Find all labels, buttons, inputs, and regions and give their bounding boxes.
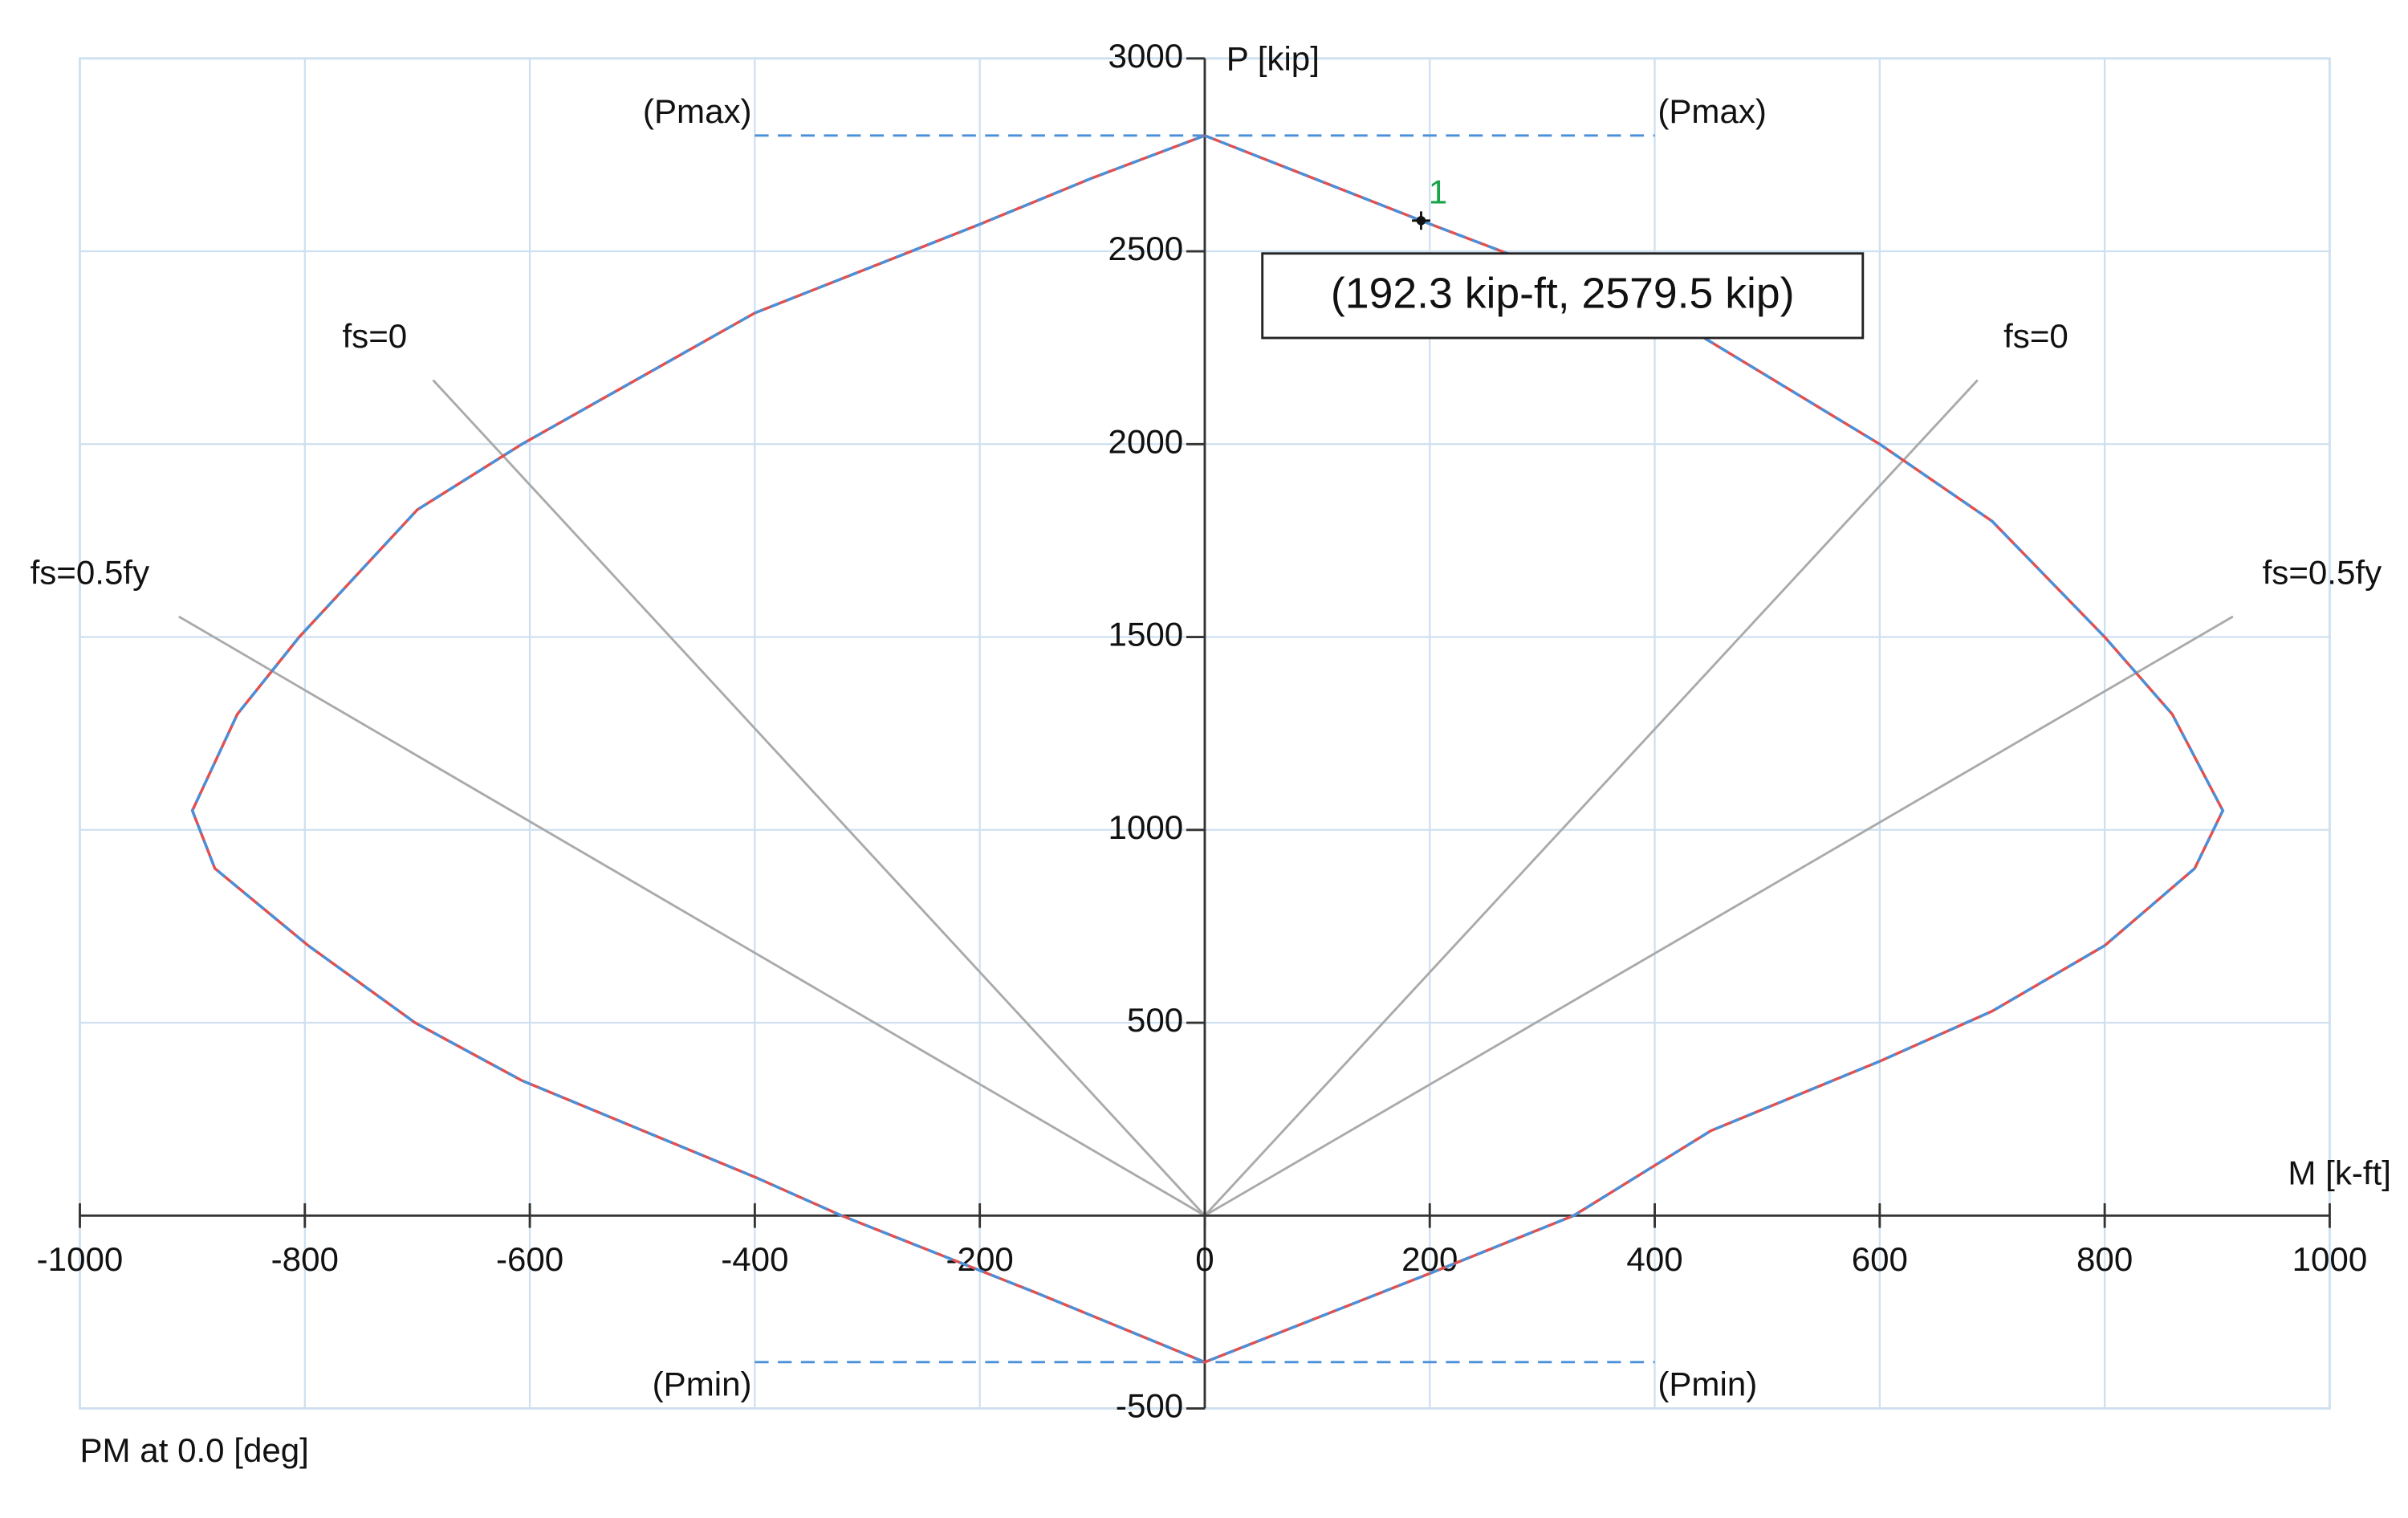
fs-label: fs=0 [342,317,407,355]
marker [1416,216,1426,226]
x-tick-label: 200 [1401,1240,1458,1278]
fs-label: fs=0.5fy [31,554,150,592]
x-tick-label: 400 [1626,1240,1682,1278]
fs-label: fs=0 [2003,317,2068,355]
y-tick-label: 1500 [1108,616,1184,653]
fs-line [1204,615,2234,1217]
reference-label: (Pmax) [643,92,752,130]
y-tick-label: -500 [1116,1387,1183,1425]
footer: PM at 0.0 [deg] [79,1431,308,1469]
fs-line [1203,379,1979,1217]
x-tick-label: 1000 [2292,1240,2368,1278]
capacity-curve [190,134,2225,1364]
x-tick-label: -600 [496,1240,563,1278]
x-axis-label: M [k-ft] [2288,1154,2391,1192]
x-tick-label: -200 [946,1240,1014,1278]
x-tick-label: -400 [721,1240,788,1278]
y-tick-label: 2500 [1108,230,1184,267]
fs-label: fs=0.5fy [2263,554,2382,592]
y-tick-label: 3000 [1108,37,1184,75]
x-tick-label: 0 [1195,1240,1214,1278]
x-tick-label: 600 [1852,1240,1908,1278]
x-tick-label: 800 [2076,1240,2133,1278]
capacity-curve-dash [190,134,2225,1364]
annotation-box [1261,252,1865,340]
y-tick-label: 1000 [1108,808,1184,846]
x-tick-label: -1000 [37,1240,124,1278]
marker-label: 1 [1429,173,1447,210]
y-tick-label: 2000 [1108,422,1184,460]
reference-label: (Pmax) [1658,92,1767,130]
reference-label: (Pmin) [653,1365,752,1403]
annotation: (192.3 kip-ft, 2579.5 kip) [1331,270,1795,317]
reference-label: (Pmin) [1658,1365,1757,1403]
x-tick-label: -800 [271,1240,339,1278]
y-axis-label: P [kip] [1226,40,1320,78]
y-tick-label: 500 [1127,1001,1183,1039]
fs-line [178,615,1206,1217]
fs-line [432,379,1206,1217]
